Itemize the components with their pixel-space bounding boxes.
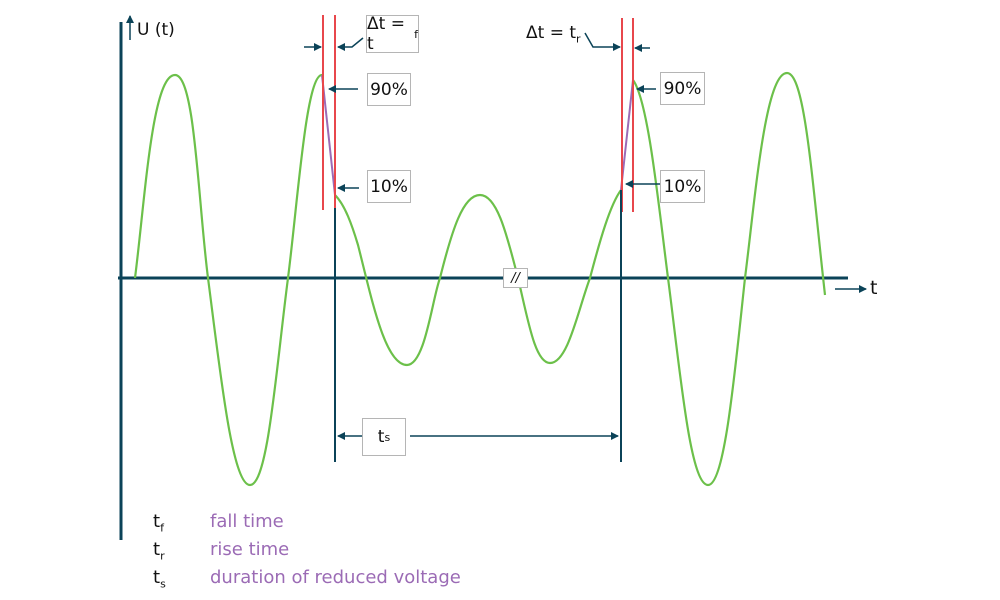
rise-delta-text: Δt = t	[526, 23, 577, 43]
legend-description: duration of reduced voltage	[210, 567, 461, 588]
duration-text: t	[377, 427, 385, 447]
x-axis-label: t	[870, 277, 878, 299]
waveform-before-dip	[133, 73, 323, 487]
waveform-after-dip	[632, 71, 827, 487]
duration-sub: s	[384, 430, 391, 444]
legend-description: rise time	[210, 539, 290, 560]
legend-symbol-base: t	[153, 567, 161, 588]
legend-symbol-base: t	[153, 539, 161, 560]
rise-delta-sub: r	[576, 32, 581, 46]
y-axis-label: U (t)	[137, 20, 175, 40]
fall-10-label: 10%	[367, 170, 411, 203]
fall-delta-arrow-right	[337, 37, 364, 51]
legend-symbol-sub: f	[160, 521, 164, 535]
waveform-dip	[334, 189, 622, 367]
legend-symbol: tf	[153, 511, 164, 535]
rise-delta-label: Δt = tr	[526, 23, 581, 45]
legend-description: fall time	[210, 511, 284, 532]
rise-90-label: 90%	[660, 72, 705, 105]
legend-symbol: tr	[153, 539, 165, 563]
rise-10-label: 10%	[660, 170, 705, 203]
legend-symbol-base: t	[153, 511, 161, 532]
fall-delta-text: Δt = t	[367, 14, 405, 54]
fall-delta-sub: f	[414, 27, 418, 41]
fall-delta-label: Δt = t f	[366, 14, 419, 54]
fall-90-label: 90%	[367, 73, 411, 106]
legend-symbol-sub: s	[160, 577, 166, 591]
fall-transition	[321, 74, 336, 196]
legend-symbol: ts	[153, 567, 166, 591]
legend-symbol-sub: r	[160, 549, 165, 563]
axis-break-mark: //	[503, 268, 528, 288]
rise-delta-arrow-left	[584, 32, 621, 51]
